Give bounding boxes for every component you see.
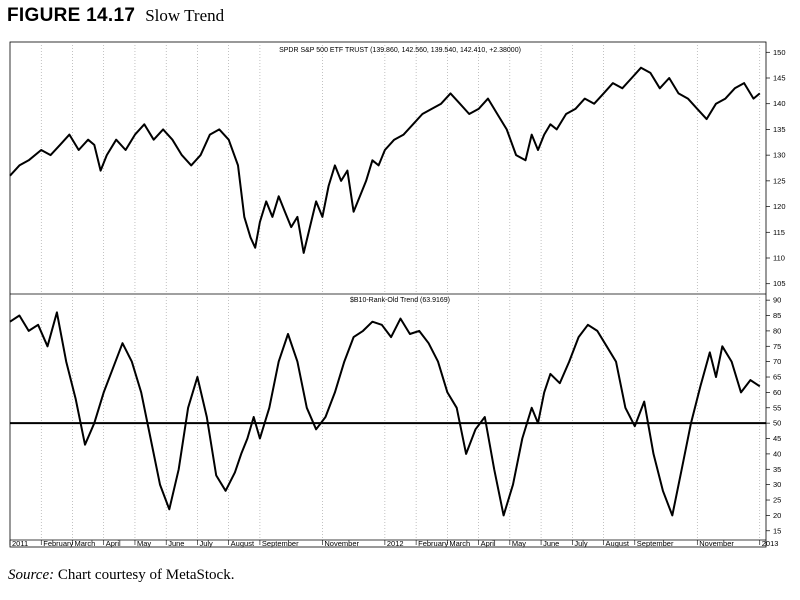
xtick-label-11: February bbox=[418, 539, 448, 548]
xtick-label-0: 2011 bbox=[12, 539, 28, 548]
ytick-label-85: 85 bbox=[773, 311, 781, 320]
trend-panel-title: $B10-Rank-Old Trend (63.9169) bbox=[350, 297, 450, 304]
vertical-gridlines bbox=[40, 42, 761, 540]
ytick-label-30: 30 bbox=[773, 480, 781, 489]
ytick-label-140: 140 bbox=[773, 99, 786, 108]
xtick-label-12: March bbox=[449, 539, 470, 548]
trend-series-line bbox=[9, 311, 761, 517]
ytick-label-50: 50 bbox=[773, 419, 781, 428]
ytick-label-150: 150 bbox=[773, 48, 786, 57]
ytick-label-40: 40 bbox=[773, 449, 781, 458]
xtick-label-3: April bbox=[106, 539, 121, 548]
figure-caption: Source: Chart courtesy of MetaStock. bbox=[8, 567, 234, 584]
xtick-label-20: 2013 bbox=[762, 539, 779, 548]
ytick-label-135: 135 bbox=[773, 125, 786, 134]
xtick-label-18: September bbox=[637, 539, 674, 548]
price-panel: SPDR S&P 500 ETF TRUST (139.860, 142.560… bbox=[9, 47, 786, 288]
price-series-line bbox=[9, 66, 761, 254]
caption-text: Chart courtesy of MetaStock. bbox=[57, 567, 235, 583]
xtick-label-17: August bbox=[606, 539, 630, 548]
ytick-label-45: 45 bbox=[773, 434, 781, 443]
xtick-label-4: May bbox=[137, 539, 151, 548]
ytick-label-115: 115 bbox=[773, 228, 785, 237]
x-axis-month-labels: 2011 February March April May June July August S… bbox=[9, 539, 779, 548]
ytick-label-145: 145 bbox=[773, 74, 786, 83]
ytick-label-90: 90 bbox=[773, 296, 781, 305]
ytick-label-20: 20 bbox=[773, 511, 781, 520]
figure-label: FIGURE 14.17 bbox=[7, 5, 136, 26]
caption-source-label: Source: bbox=[8, 567, 55, 583]
figure-title: FIGURE 14.17 Slow Trend bbox=[7, 4, 224, 28]
xtick-label-9: November bbox=[324, 539, 359, 548]
ytick-label-75: 75 bbox=[773, 342, 781, 351]
ytick-label-80: 80 bbox=[773, 326, 781, 335]
xtick-label-2: March bbox=[74, 539, 95, 548]
metastock-chart: SPDR S&P 500 ETF TRUST (139.860, 142.560… bbox=[9, 41, 786, 548]
xtick-label-6: July bbox=[199, 539, 213, 548]
xtick-label-13: April bbox=[481, 539, 496, 548]
trend-panel: $B10-Rank-Old Trend (63.9169) 15 20 25 30 35… bbox=[9, 296, 781, 535]
ytick-label-105: 105 bbox=[773, 279, 786, 288]
price-y-axis: 105 110 115 120 125 130 135 140 145 150 bbox=[766, 48, 786, 288]
chart-frame bbox=[9, 41, 767, 548]
ytick-label-55: 55 bbox=[773, 403, 781, 412]
ytick-label-60: 60 bbox=[773, 388, 781, 397]
ytick-label-125: 125 bbox=[773, 176, 786, 185]
ytick-label-120: 120 bbox=[773, 202, 786, 211]
xtick-label-19: November bbox=[699, 539, 734, 548]
ytick-label-25: 25 bbox=[773, 496, 781, 505]
xtick-label-7: August bbox=[231, 539, 255, 548]
xtick-label-15: June bbox=[543, 539, 559, 548]
ytick-label-15: 15 bbox=[773, 526, 781, 535]
xtick-label-5: June bbox=[168, 539, 184, 548]
xtick-label-16: July bbox=[574, 539, 588, 548]
ytick-label-35: 35 bbox=[773, 465, 781, 474]
xtick-label-14: May bbox=[512, 539, 526, 548]
trend-y-axis: 15 20 25 30 35 40 45 50 55 60 65 70 75 80 85 90 bbox=[766, 296, 781, 535]
figure-name: Slow Trend bbox=[145, 6, 225, 25]
ytick-label-130: 130 bbox=[773, 151, 786, 160]
ytick-label-110: 110 bbox=[773, 254, 785, 263]
xtick-label-1: February bbox=[43, 539, 73, 548]
xtick-label-8: September bbox=[262, 539, 299, 548]
xtick-label-10: 2012 bbox=[387, 539, 404, 548]
price-panel-title: SPDR S&P 500 ETF TRUST (139.860, 142.560… bbox=[279, 47, 521, 54]
ytick-label-65: 65 bbox=[773, 373, 781, 382]
ytick-label-70: 70 bbox=[773, 357, 781, 366]
